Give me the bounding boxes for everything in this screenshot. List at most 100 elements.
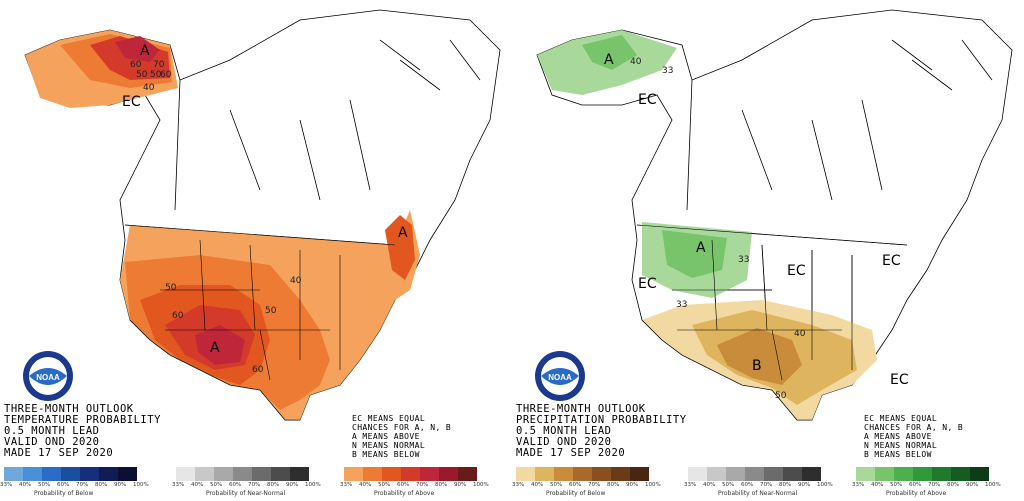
scale-tick-label: 70% xyxy=(928,482,941,488)
scale-swatch xyxy=(783,467,802,481)
scale-swatch xyxy=(61,467,80,481)
alaska-above-40-region xyxy=(582,35,637,70)
label-b-southwest: B xyxy=(752,358,762,374)
scale-tick-label: 100% xyxy=(817,482,833,488)
legend-line: CHANCES FOR A, N, B xyxy=(352,423,452,432)
scale-swatch xyxy=(592,467,611,481)
label-ec-alaska: EC xyxy=(638,92,657,108)
scale-tick-label: 100% xyxy=(985,482,1001,488)
scale-tick-label: 90% xyxy=(454,482,467,488)
legend-line: B MEANS BELOW xyxy=(352,450,420,459)
scale-swatch xyxy=(233,467,252,481)
scale-swatch xyxy=(439,467,458,481)
scale-tick-label: 40% xyxy=(703,482,716,488)
title-line: THREE-MONTH OUTLOOK xyxy=(4,403,134,415)
scale-swatch xyxy=(80,467,99,481)
scale-tick-label: 33% xyxy=(0,482,13,488)
title-line: THREE-MONTH OUTLOOK xyxy=(516,403,646,415)
contour-60-us: 60 xyxy=(172,311,184,321)
contour-60-ak: 60 xyxy=(130,60,142,70)
scale-swatch xyxy=(271,467,290,481)
scale-swatch xyxy=(176,467,195,481)
scale-swatch xyxy=(290,467,309,481)
label-ec-northeast: EC xyxy=(882,253,901,269)
scale-tick-label: 100% xyxy=(473,482,489,488)
scale-swatch xyxy=(118,467,137,481)
scale-swatch xyxy=(195,467,214,481)
scale-swatch xyxy=(363,467,382,481)
scale-swatch xyxy=(745,467,764,481)
scale-swatch xyxy=(913,467,932,481)
scale-swatch xyxy=(707,467,726,481)
scale-swatch xyxy=(932,467,951,481)
scale-tick-label: 33% xyxy=(852,482,865,488)
scale-tick-label: 70% xyxy=(760,482,773,488)
precipitation-scale-bar-2 xyxy=(856,467,989,481)
scale-swatch xyxy=(951,467,970,481)
label-a-northwest: A xyxy=(696,240,706,256)
scale-tick-label: 100% xyxy=(645,482,661,488)
scale-tick-label: 60% xyxy=(397,482,410,488)
scale-swatch xyxy=(214,467,233,481)
scale-tick-label: 60% xyxy=(229,482,242,488)
legend-line: A MEANS ABOVE xyxy=(864,432,932,441)
scale-swatch xyxy=(420,467,439,481)
legend-line: EC MEANS EQUAL xyxy=(352,414,426,423)
scale-title: Probability of Below xyxy=(546,490,606,497)
scale-tick-label: 80% xyxy=(95,482,108,488)
precipitation-ec-legend: EC MEANS EQUAL CHANCES FOR A, N, B A MEA… xyxy=(864,414,963,459)
scale-title: Probability of Below xyxy=(34,490,94,497)
title-line: TEMPERATURE PROBABILITY xyxy=(4,414,161,426)
south-below-50-region xyxy=(717,328,802,385)
scale-tick-label: 90% xyxy=(626,482,639,488)
title-line: MADE 17 SEP 2020 xyxy=(4,447,114,459)
contour-60b-ak: 60 xyxy=(160,70,172,80)
scale-swatch xyxy=(344,467,363,481)
northeast-above-region xyxy=(385,215,415,280)
legend-line: N MEANS NORMAL xyxy=(352,441,426,450)
scale-tick-label: 80% xyxy=(779,482,792,488)
precipitation-outlook-panel: A A B EC EC EC EC EC 40 33 33 33 40 50 N… xyxy=(512,0,1024,501)
temperature-scale-bar-1 xyxy=(176,467,309,481)
scale-tick-label: 60% xyxy=(569,482,582,488)
title-line: PRECIPITATION PROBABILITY xyxy=(516,414,687,426)
contour-60-us2: 60 xyxy=(252,365,264,375)
conus-above-80-region xyxy=(195,325,245,365)
temperature-scale-bar-0 xyxy=(4,467,137,481)
scale-tick-label: 70% xyxy=(76,482,89,488)
scale-swatch xyxy=(401,467,420,481)
scale-swatch xyxy=(252,467,271,481)
label-ec-west: EC xyxy=(638,276,657,292)
contour-50-us2: 50 xyxy=(265,306,277,316)
scale-swatch xyxy=(458,467,477,481)
alaska-above-70-region xyxy=(115,36,160,62)
scale-tick-label: 40% xyxy=(359,482,372,488)
scale-tick-label: 50% xyxy=(722,482,735,488)
scale-tick-label: 60% xyxy=(909,482,922,488)
scale-tick-label: 90% xyxy=(114,482,127,488)
precipitation-scale-bar-0 xyxy=(516,467,649,481)
scale-swatch xyxy=(894,467,913,481)
scale-tick-label: 80% xyxy=(435,482,448,488)
scale-title: Probability of Above xyxy=(886,490,947,497)
precipitation-map: A A B EC EC EC EC EC 40 33 33 33 40 50 xyxy=(536,9,1013,421)
scale-tick-label: 40% xyxy=(19,482,32,488)
temperature-outlook-title: THREE-MONTH OUTLOOK TEMPERATURE PROBABIL… xyxy=(4,404,161,459)
contour-33-ak: 33 xyxy=(662,66,673,76)
label-a-southwest: A xyxy=(210,340,220,356)
scale-swatch xyxy=(611,467,630,481)
label-a-alaska: A xyxy=(604,52,614,68)
label-a-northeast: A xyxy=(398,225,408,241)
scale-tick-label: 80% xyxy=(947,482,960,488)
scale-swatch xyxy=(99,467,118,481)
temperature-scale-bar-2 xyxy=(344,467,477,481)
scale-swatch xyxy=(802,467,821,481)
scale-tick-label: 50% xyxy=(378,482,391,488)
scale-swatch xyxy=(764,467,783,481)
scale-tick-label: 50% xyxy=(210,482,223,488)
scale-tick-label: 40% xyxy=(191,482,204,488)
scale-swatch xyxy=(688,467,707,481)
scale-swatch xyxy=(554,467,573,481)
scale-tick-label: 70% xyxy=(248,482,261,488)
title-line: VALID OND 2020 xyxy=(516,436,612,448)
